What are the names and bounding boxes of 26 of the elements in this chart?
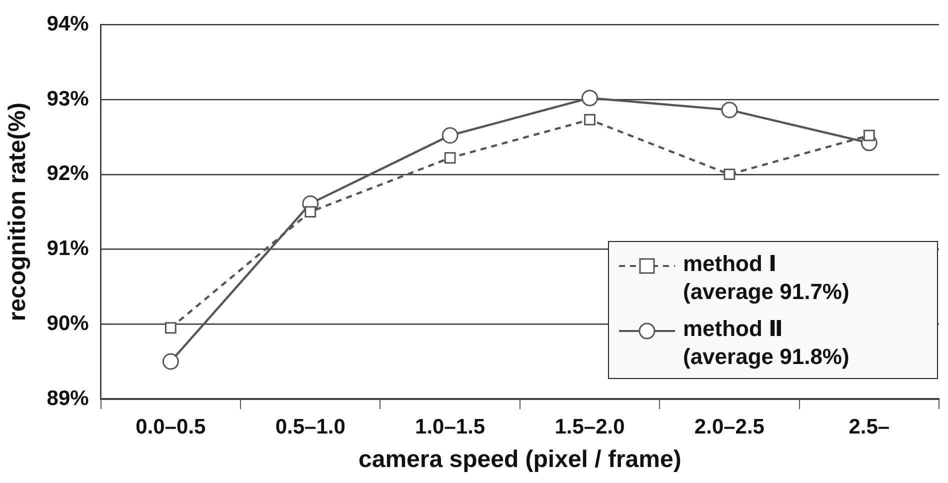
point	[584, 114, 596, 126]
x-tick-label: 1.0–1.5	[415, 415, 486, 438]
point	[582, 90, 598, 106]
y-tick-label: 93%	[46, 87, 90, 110]
legend-label: method Ⅰ (average 91.7%)	[683, 250, 850, 305]
y-axis-title: recognition rate(%)	[4, 102, 32, 322]
x-axis-title: camera speed (pixel / frame)	[358, 446, 682, 474]
point	[304, 206, 316, 218]
point	[442, 127, 458, 144]
x-tick-label: 0.0–0.5	[136, 415, 206, 438]
legend-label: method Ⅱ (average 91.8%)	[683, 315, 850, 370]
point	[162, 353, 179, 370]
point	[164, 322, 176, 334]
y-tick-label: 94%	[46, 12, 90, 36]
point	[724, 168, 736, 180]
y-tick-label: 90%	[46, 312, 90, 335]
x-tick-label: 0.5–1.0	[275, 415, 346, 438]
x-tick-label: 2.0–2.5	[694, 415, 765, 438]
y-tick-label: 91%	[46, 237, 90, 260]
point	[721, 102, 738, 118]
y-tick-label: 89%	[46, 386, 90, 410]
x-tick-label: 1.5–2.0	[554, 415, 625, 438]
point	[444, 152, 456, 164]
x-tick-label: 2.5–	[848, 415, 890, 438]
y-tick-label: 92%	[46, 162, 90, 186]
point	[863, 130, 875, 142]
